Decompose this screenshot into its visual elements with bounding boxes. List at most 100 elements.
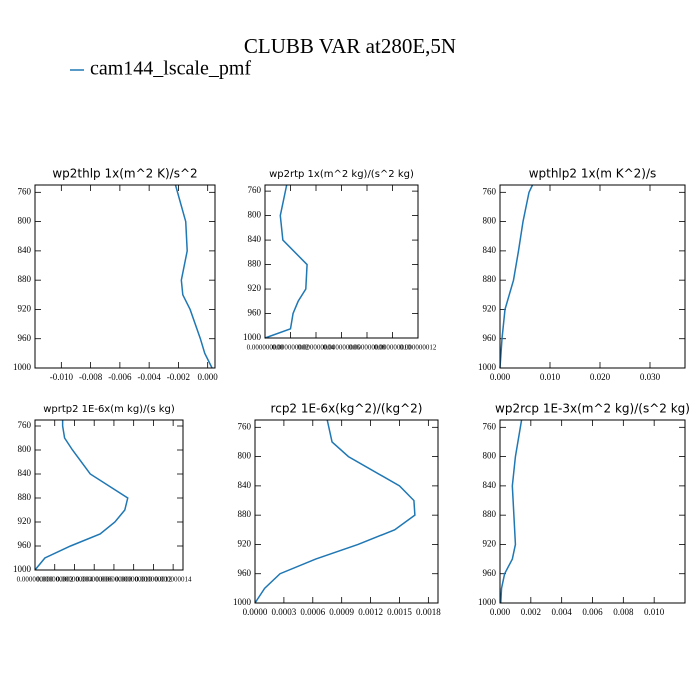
- y-tick-label: 1000: [13, 362, 32, 372]
- plot-frame: [254, 419, 439, 604]
- x-tick-label: -0.008: [79, 372, 103, 382]
- x-tick-label: 0.000000012: [400, 344, 437, 352]
- plot-frame: [264, 184, 419, 339]
- y-tick-label: 880: [18, 492, 32, 502]
- x-tick-label: 0.000000004: [56, 576, 93, 584]
- x-tick-label: 0.0015: [387, 607, 412, 617]
- y-tick-label: 960: [18, 540, 32, 550]
- profile-line: [34, 420, 129, 571]
- y-tick-label: 1000: [478, 597, 497, 607]
- x-tick-label: 0.000000000: [17, 576, 54, 584]
- y-tick-label: 760: [483, 186, 497, 196]
- y-tick-label: 840: [238, 480, 252, 490]
- x-tick-label: 0.010: [644, 607, 665, 617]
- y-tick-label: 1000: [233, 597, 252, 607]
- y-tick-label: 920: [483, 539, 497, 549]
- plot-frame: [34, 184, 216, 369]
- y-tick-label: 840: [483, 480, 497, 490]
- x-tick-label: 0.000000008: [96, 576, 133, 584]
- x-tick-label: -0.010: [50, 372, 74, 382]
- x-tick-label: 0.000000008: [349, 344, 386, 352]
- y-tick-label: 920: [18, 516, 32, 526]
- x-tick-label: 0.000000010: [115, 576, 152, 584]
- y-tick-label: 920: [248, 283, 262, 293]
- y-tick-label: 920: [238, 539, 252, 549]
- x-tick-label: 0.000000006: [323, 344, 360, 352]
- profile-line: [499, 184, 534, 369]
- x-tick-label: 0.020: [590, 372, 611, 382]
- x-tick-label: 0.0000: [243, 607, 268, 617]
- y-tick-label: 840: [248, 234, 262, 244]
- y-tick-label: 760: [18, 186, 32, 196]
- y-tick-label: 880: [248, 259, 262, 269]
- x-tick-label: 0.000: [490, 607, 511, 617]
- x-tick-label: 0.0009: [329, 607, 354, 617]
- y-tick-label: 760: [483, 421, 497, 431]
- y-tick-label: 800: [483, 216, 497, 226]
- x-tick-label: 0.0018: [416, 607, 441, 617]
- y-tick-label: 960: [483, 333, 497, 343]
- y-tick-label: 880: [238, 509, 252, 519]
- y-tick-label: 800: [483, 451, 497, 461]
- x-tick-label: 0.000000006: [76, 576, 113, 584]
- subplot-title: rcp2 1E-6x(kg^2)/(kg^2): [271, 402, 423, 416]
- profile-line: [500, 419, 523, 604]
- plot-frame: [34, 419, 184, 571]
- x-tick-label: 0.030: [640, 372, 661, 382]
- y-tick-label: 960: [238, 568, 252, 578]
- x-tick-label: 0.004: [552, 607, 573, 617]
- subplot-title: wpthlp2 1x(m K^2)/s: [529, 167, 657, 181]
- x-tick-label: 0.000000002: [36, 576, 73, 584]
- y-tick-label: 1000: [13, 564, 32, 574]
- x-tick-label: -0.006: [108, 372, 132, 382]
- y-tick-label: 800: [248, 210, 262, 220]
- x-tick-label: 0.000000004: [298, 344, 335, 352]
- y-tick-label: 840: [483, 245, 497, 255]
- plot-frame: [499, 419, 686, 604]
- y-tick-label: 880: [18, 274, 32, 284]
- y-tick-label: 1000: [243, 332, 262, 342]
- y-tick-label: 920: [18, 304, 32, 314]
- y-tick-label: 800: [238, 451, 252, 461]
- profile-line: [254, 419, 416, 604]
- y-tick-label: 840: [18, 468, 32, 478]
- y-tick-label: 760: [238, 421, 252, 431]
- y-tick-label: 960: [483, 568, 497, 578]
- y-tick-label: 920: [483, 304, 497, 314]
- y-tick-label: 960: [248, 308, 262, 318]
- x-tick-label: 0.000: [490, 372, 511, 382]
- figure-title: CLUBB VAR at280E,5N: [244, 34, 456, 58]
- profile-line: [264, 184, 308, 339]
- x-tick-label: -0.002: [167, 372, 190, 382]
- x-tick-label: 0.000000010: [374, 344, 411, 352]
- profile-line: [174, 184, 213, 369]
- x-tick-label: -0.004: [138, 372, 162, 382]
- x-tick-label: 0.0012: [358, 607, 383, 617]
- y-tick-label: 840: [18, 245, 32, 255]
- x-tick-label: 0.0003: [272, 607, 297, 617]
- x-tick-label: 0.008: [613, 607, 634, 617]
- y-tick-label: 800: [18, 444, 32, 454]
- subplot-title: wprtp2 1E-6x(m kg)/(s kg): [43, 404, 175, 415]
- x-tick-label: 0.0006: [300, 607, 325, 617]
- y-tick-label: 880: [483, 509, 497, 519]
- subplot-title: wp2thlp 1x(m^2 K)/s^2: [52, 167, 197, 181]
- y-tick-label: 1000: [478, 362, 497, 372]
- x-tick-label: 0.010: [540, 372, 561, 382]
- x-tick-label: 0.000: [198, 372, 219, 382]
- x-tick-label: 0.006: [582, 607, 603, 617]
- subplot-title: wp2rcp 1E-3x(m^2 kg)/(s^2 kg): [495, 402, 690, 416]
- x-tick-label: 0.000000012: [135, 576, 172, 584]
- y-tick-label: 880: [483, 274, 497, 284]
- y-tick-label: 760: [18, 420, 32, 430]
- legend-label: cam144_lscale_pmf: [90, 58, 251, 80]
- y-tick-label: 760: [248, 185, 262, 195]
- subplot-title: wp2rtp 1x(m^2 kg)/(s^2 kg): [269, 169, 414, 180]
- y-tick-label: 800: [18, 216, 32, 226]
- x-tick-label: 0.000000014: [155, 576, 192, 584]
- x-tick-label: 0.000000000: [247, 344, 284, 352]
- y-tick-label: 960: [18, 333, 32, 343]
- x-tick-label: 0.000000002: [272, 344, 309, 352]
